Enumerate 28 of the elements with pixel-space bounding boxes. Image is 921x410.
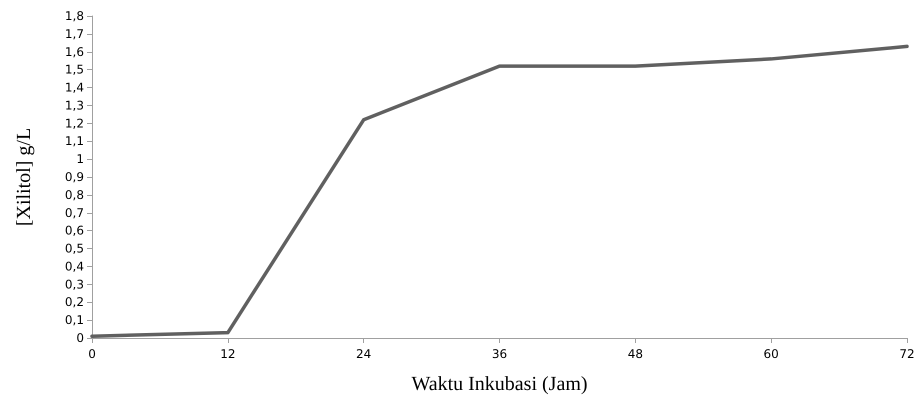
y-tick-label: 0,4 — [64, 259, 84, 274]
y-tick-label: 1,2 — [64, 116, 84, 130]
y-tick-label: 0,7 — [64, 206, 84, 220]
y-tick-label: 0,8 — [64, 188, 84, 202]
y-tick-label: 1,5 — [64, 62, 84, 77]
x-tick-label: 0 — [88, 347, 96, 361]
x-tick-label: 36 — [492, 347, 508, 361]
y-tick-label: 1,8 — [64, 9, 84, 23]
x-tick-label: 24 — [356, 347, 372, 361]
x-axis-title: Waktu Inkubasi (Jam) — [411, 373, 588, 395]
y-tick-label: 0,6 — [64, 224, 84, 238]
y-tick-label: 1,6 — [64, 44, 84, 59]
y-tick-label: 0,2 — [64, 295, 84, 310]
y-tick-label: 0,1 — [64, 313, 84, 328]
x-tick-label: 60 — [764, 347, 779, 361]
y-tick-label: 0,5 — [64, 242, 84, 256]
x-tick-label: 72 — [899, 347, 915, 361]
x-tick-label: 48 — [628, 347, 643, 361]
y-tick-label: 1,1 — [64, 134, 84, 148]
y-tick-label: 1,7 — [64, 26, 84, 41]
y-tick-label: 0,9 — [64, 170, 84, 184]
y-tick-label: 1,3 — [64, 98, 84, 112]
y-tick-label: 1,4 — [64, 80, 84, 95]
y-axis-title: [Xilitol] g/L — [13, 128, 35, 226]
y-tick-label: 0,3 — [64, 277, 84, 292]
x-tick-label: 12 — [220, 347, 236, 361]
y-tick-label: 1 — [76, 152, 84, 166]
y-tick-label: 0 — [76, 331, 84, 345]
